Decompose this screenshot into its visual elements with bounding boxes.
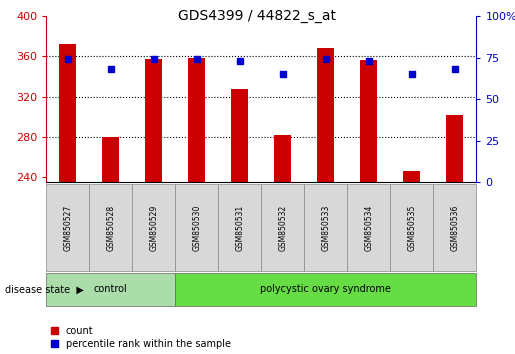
Bar bbox=[102, 137, 119, 182]
Bar bbox=[188, 58, 205, 182]
Legend: count, percentile rank within the sample: count, percentile rank within the sample bbox=[51, 326, 231, 349]
Text: control: control bbox=[94, 284, 128, 295]
Point bbox=[236, 58, 244, 64]
Text: GSM850531: GSM850531 bbox=[235, 204, 244, 251]
Text: GSM850532: GSM850532 bbox=[279, 204, 287, 251]
Bar bbox=[145, 59, 162, 182]
Point bbox=[150, 56, 158, 62]
Text: GSM850527: GSM850527 bbox=[63, 204, 72, 251]
Text: GSM850529: GSM850529 bbox=[149, 204, 158, 251]
Point bbox=[408, 72, 416, 77]
Point bbox=[322, 56, 330, 62]
Point bbox=[107, 66, 115, 72]
Bar bbox=[317, 48, 334, 182]
Bar bbox=[360, 60, 377, 182]
Point bbox=[451, 66, 459, 72]
Bar bbox=[59, 44, 76, 182]
Bar bbox=[447, 115, 464, 182]
Text: GSM850535: GSM850535 bbox=[407, 204, 416, 251]
Bar bbox=[274, 135, 291, 182]
Text: GSM850530: GSM850530 bbox=[193, 204, 201, 251]
Text: GSM850528: GSM850528 bbox=[107, 204, 115, 251]
Text: GDS4399 / 44822_s_at: GDS4399 / 44822_s_at bbox=[179, 9, 336, 23]
Bar bbox=[231, 88, 248, 182]
Text: polycystic ovary syndrome: polycystic ovary syndrome bbox=[261, 284, 391, 295]
Text: GSM850533: GSM850533 bbox=[321, 204, 330, 251]
Text: disease state  ▶: disease state ▶ bbox=[5, 284, 84, 295]
Point bbox=[193, 56, 201, 62]
Text: GSM850534: GSM850534 bbox=[365, 204, 373, 251]
Point bbox=[64, 56, 72, 62]
Point bbox=[279, 72, 287, 77]
Point bbox=[365, 58, 373, 64]
Bar bbox=[403, 171, 420, 182]
Text: GSM850536: GSM850536 bbox=[451, 204, 459, 251]
